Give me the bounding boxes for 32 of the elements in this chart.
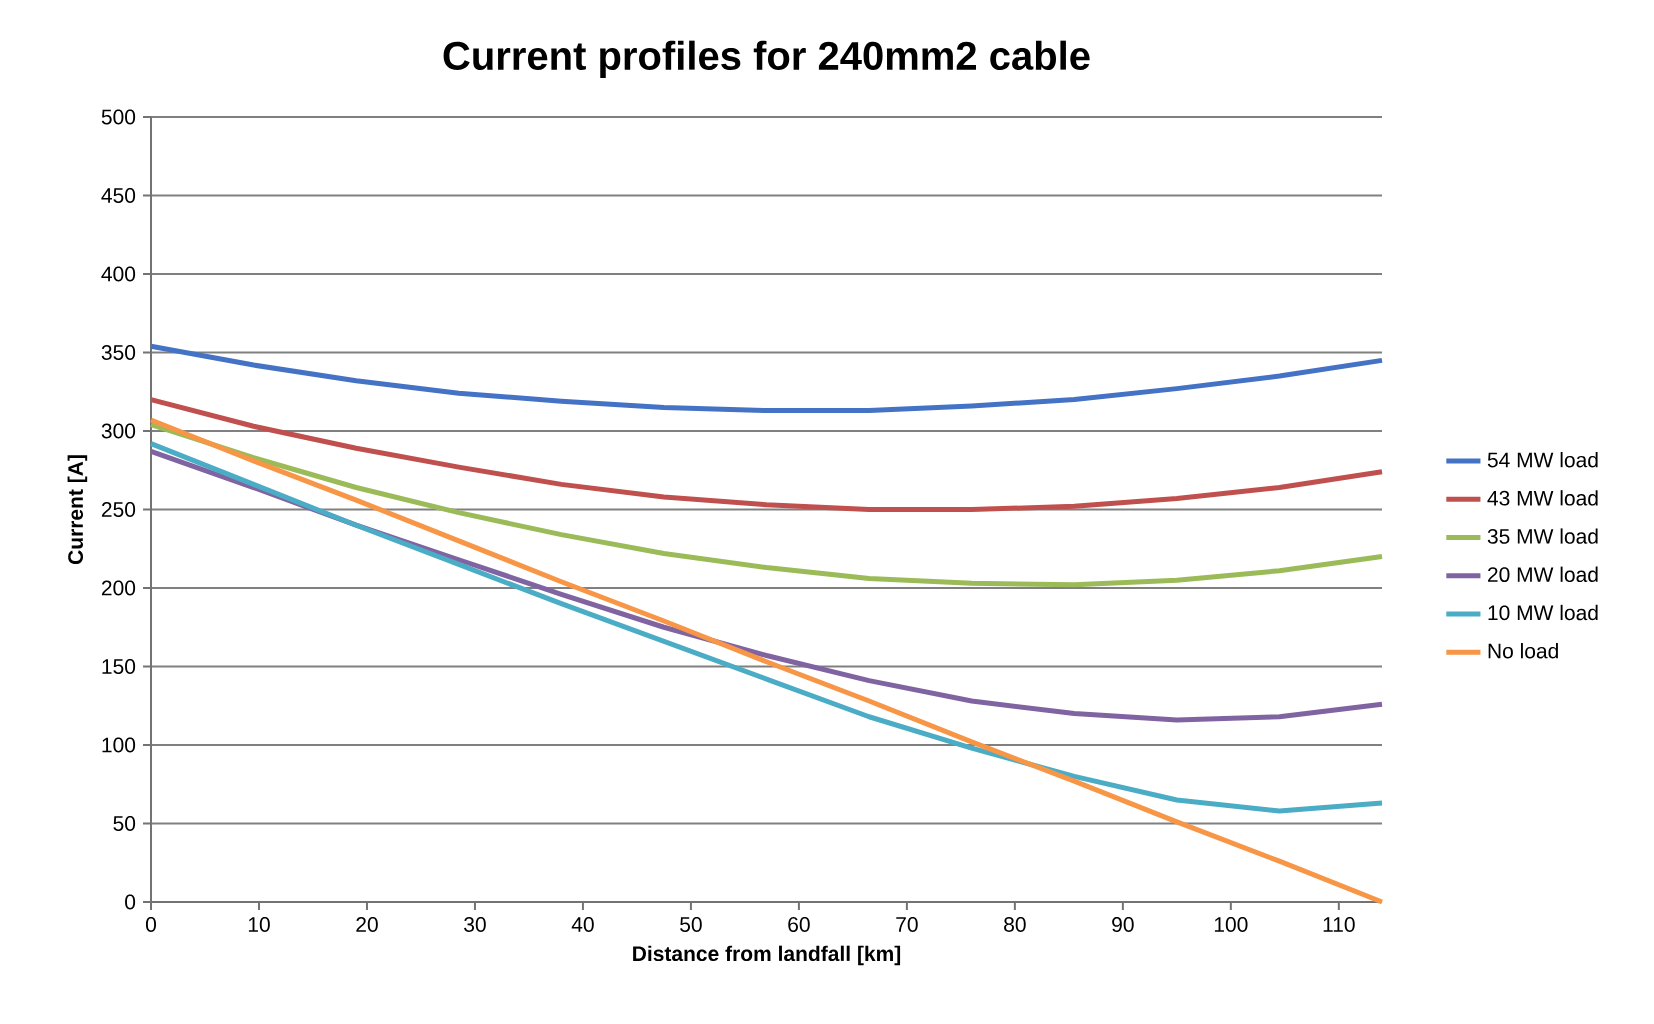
y-tick-label: 250 — [101, 502, 136, 517]
y-tick-label: 100 — [102, 737, 136, 753]
y-tick-label: 150 — [102, 659, 136, 674]
legend-label: 54 MW load — [1487, 451, 1598, 468]
y-tick-label: 0 — [125, 894, 136, 910]
x-tick-label: 10 — [248, 917, 270, 932]
legend-label: 35 MW load — [1487, 528, 1598, 544]
x-tick-label: 0 — [145, 917, 157, 932]
y-tick-label: 300 — [101, 423, 136, 439]
legend-label: 10 MW load — [1488, 604, 1598, 621]
x-tick-label: 80 — [1004, 917, 1026, 932]
chart-title: Current profiles for 240mm2 cable — [443, 40, 1090, 78]
y-tick-label: 400 — [101, 266, 136, 282]
legend-label: 20 MW load — [1488, 566, 1598, 583]
legend-label: 43 MW load — [1487, 490, 1598, 506]
x-tick-label: 40 — [571, 917, 594, 932]
x-tick-label: 90 — [1112, 917, 1134, 932]
x-tick-label: 20 — [356, 917, 378, 932]
x-tick-label: 30 — [464, 917, 486, 932]
x-tick-label: 60 — [788, 917, 810, 932]
x-tick-label: 110 — [1323, 917, 1355, 932]
y-tick-label: 350 — [101, 345, 136, 360]
x-axis-title: Distance from landfall [km] — [633, 945, 901, 966]
y-tick-label: 500 — [101, 109, 136, 125]
legend-label: No load — [1488, 643, 1558, 659]
x-tick-label: 100 — [1214, 917, 1248, 932]
x-tick-label: 70 — [896, 917, 918, 932]
y-axis-title: Current [A] — [67, 455, 88, 565]
y-tick-label: 450 — [101, 188, 136, 203]
y-tick-label: 200 — [101, 580, 136, 596]
y-tick-label: 50 — [113, 816, 136, 831]
x-tick-label: 50 — [680, 917, 702, 932]
